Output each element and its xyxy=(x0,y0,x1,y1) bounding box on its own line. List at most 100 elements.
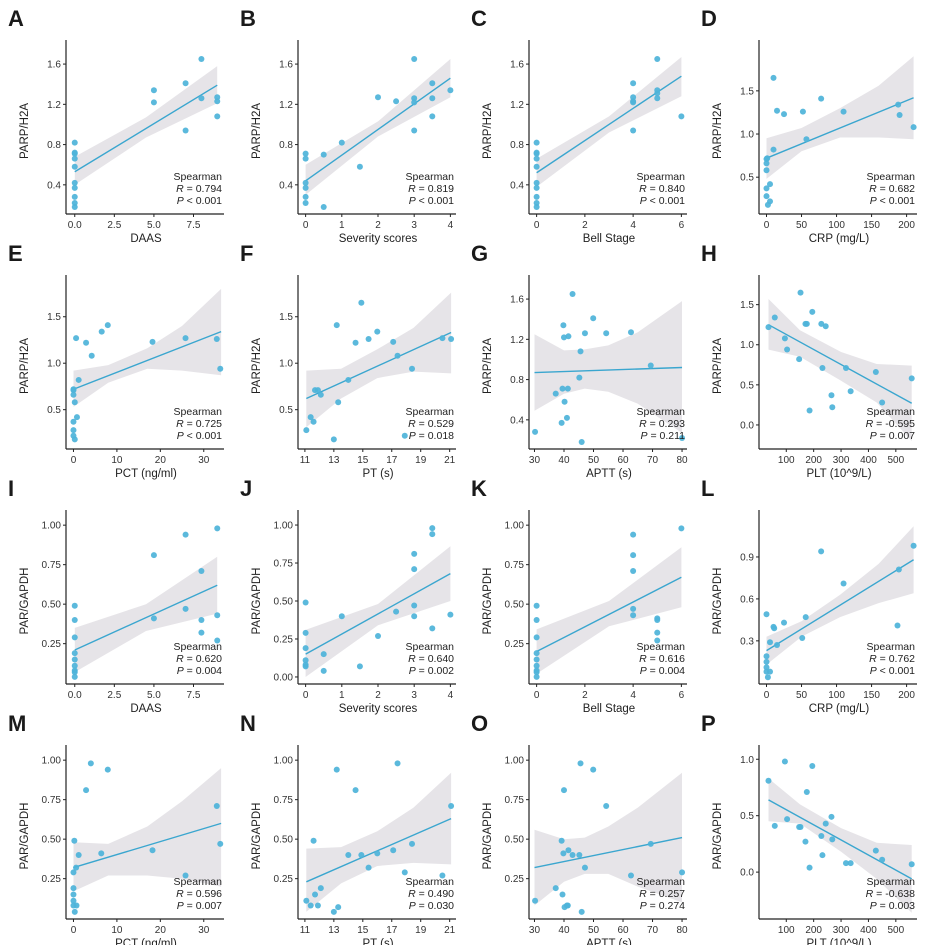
data-point xyxy=(302,645,309,652)
data-point xyxy=(71,662,78,669)
data-point xyxy=(182,127,189,134)
confidence-band xyxy=(768,299,912,441)
data-point xyxy=(411,550,418,557)
data-point xyxy=(345,376,352,383)
x-tick-label: 2.5 xyxy=(107,220,121,231)
data-point xyxy=(767,181,774,188)
x-tick-label: 60 xyxy=(617,925,629,936)
data-point xyxy=(409,840,416,847)
data-point xyxy=(630,127,637,134)
stat-r: R = 0.257 xyxy=(639,888,685,900)
x-tick-label: 5.0 xyxy=(147,690,161,701)
y-tick-label: 1.0 xyxy=(740,130,754,141)
data-point xyxy=(763,167,770,174)
data-point xyxy=(214,98,221,105)
data-point xyxy=(393,608,400,615)
data-point xyxy=(654,616,661,623)
stat-r-value: = 0.840 xyxy=(647,183,685,195)
x-tick-label: 20 xyxy=(155,455,167,466)
data-point xyxy=(763,193,770,200)
stat-method: Spearman xyxy=(867,641,916,653)
data-point xyxy=(70,869,77,876)
y-tick-label: 0.75 xyxy=(42,795,62,806)
x-tick-label: 30 xyxy=(529,925,541,936)
y-tick-label: 0.00 xyxy=(274,672,294,683)
stat-method: Spearman xyxy=(637,406,686,418)
scatter-plot: 0 10 20 30 0.25 0.50 0.75 1.00 PCT (ng/ml) PAR/GA… xyxy=(19,745,224,945)
data-point xyxy=(70,418,77,425)
y-tick-label: 1.5 xyxy=(279,312,293,323)
data-point xyxy=(71,673,78,680)
data-point xyxy=(533,616,540,623)
data-point xyxy=(314,902,321,909)
data-point xyxy=(302,155,309,162)
stat-r-value: = 0.620 xyxy=(184,653,222,665)
data-point xyxy=(764,674,771,681)
panel-letter: M xyxy=(8,711,27,736)
data-point xyxy=(303,897,310,904)
data-point xyxy=(217,365,224,372)
data-point xyxy=(765,777,772,784)
stat-r-value: = 0.257 xyxy=(647,888,685,900)
data-point xyxy=(73,902,80,909)
x-axis-label: PLT (10^9/L) xyxy=(806,938,871,945)
stat-p-value: < 0.001 xyxy=(647,195,685,207)
stat-r-value: = 0.762 xyxy=(877,653,915,665)
y-tick-label: 0.50 xyxy=(274,597,294,608)
panel-letter: B xyxy=(240,6,256,31)
scatter-plot: 30 40 50 60 70 80 0.4 0.8 1.2 1.6 APTT (s) PARP/H2A… xyxy=(482,275,688,480)
data-point xyxy=(439,335,446,342)
data-point xyxy=(390,338,397,345)
x-tick-label: 1 xyxy=(339,220,345,231)
confidence-band xyxy=(306,292,452,428)
y-tick-label: 0.25 xyxy=(42,874,62,885)
data-point xyxy=(654,95,661,102)
data-point xyxy=(590,766,597,773)
stat-r: R = 0.490 xyxy=(408,888,454,900)
data-point xyxy=(182,531,189,538)
data-point xyxy=(214,525,221,532)
data-point xyxy=(894,622,901,629)
data-point xyxy=(630,552,637,559)
data-point xyxy=(679,869,686,876)
data-point xyxy=(630,605,637,612)
data-point xyxy=(654,90,661,97)
stat-p: P = 0.211 xyxy=(641,430,686,442)
x-tick-label: 20 xyxy=(155,925,167,936)
panel-letter: E xyxy=(8,241,23,266)
y-axis-label: PARP/H2A xyxy=(19,338,31,394)
stat-p: P = 0.002 xyxy=(409,665,454,677)
x-tick-label: 1 xyxy=(339,690,345,701)
y-tick-label: 0.4 xyxy=(47,180,61,191)
x-axis-label: CRP (mg/L) xyxy=(809,233,870,245)
data-point xyxy=(375,632,381,639)
scatter-plot: 0.0 2.5 5.0 7.5 0.25 0.50 0.75 1.00 DAAS PAR/GAPD… xyxy=(19,510,224,715)
data-point xyxy=(784,346,791,353)
data-point xyxy=(429,80,436,87)
data-point xyxy=(214,113,221,120)
stat-r-value: = 0.293 xyxy=(647,418,685,430)
x-axis-label: DAAS xyxy=(130,233,162,245)
x-tick-label: 2 xyxy=(375,220,381,231)
data-point xyxy=(302,184,309,191)
data-point xyxy=(150,99,157,106)
stat-method: Spearman xyxy=(867,171,916,183)
panel-letter: A xyxy=(8,6,24,31)
stat-p-value: = 0.007 xyxy=(184,900,222,912)
scatter-plot: 100 200 300 400 500 0.0 0.5 1.0 1.5 PLT (10^9/L) P… xyxy=(712,275,917,480)
data-point xyxy=(429,95,436,102)
data-point xyxy=(411,127,418,134)
stat-method: Spearman xyxy=(637,876,686,888)
x-axis-label: PCT (ng/ml) xyxy=(115,468,177,480)
confidence-band xyxy=(73,288,222,407)
data-point xyxy=(908,375,915,382)
data-point xyxy=(872,847,879,854)
regression-line xyxy=(768,799,913,880)
data-point xyxy=(560,322,567,329)
regression-line xyxy=(305,77,451,182)
data-point xyxy=(533,179,540,186)
x-tick-label: 5.0 xyxy=(147,220,161,231)
data-point xyxy=(770,74,777,81)
stat-method: Spearman xyxy=(174,406,223,418)
x-tick-label: 40 xyxy=(558,925,570,936)
